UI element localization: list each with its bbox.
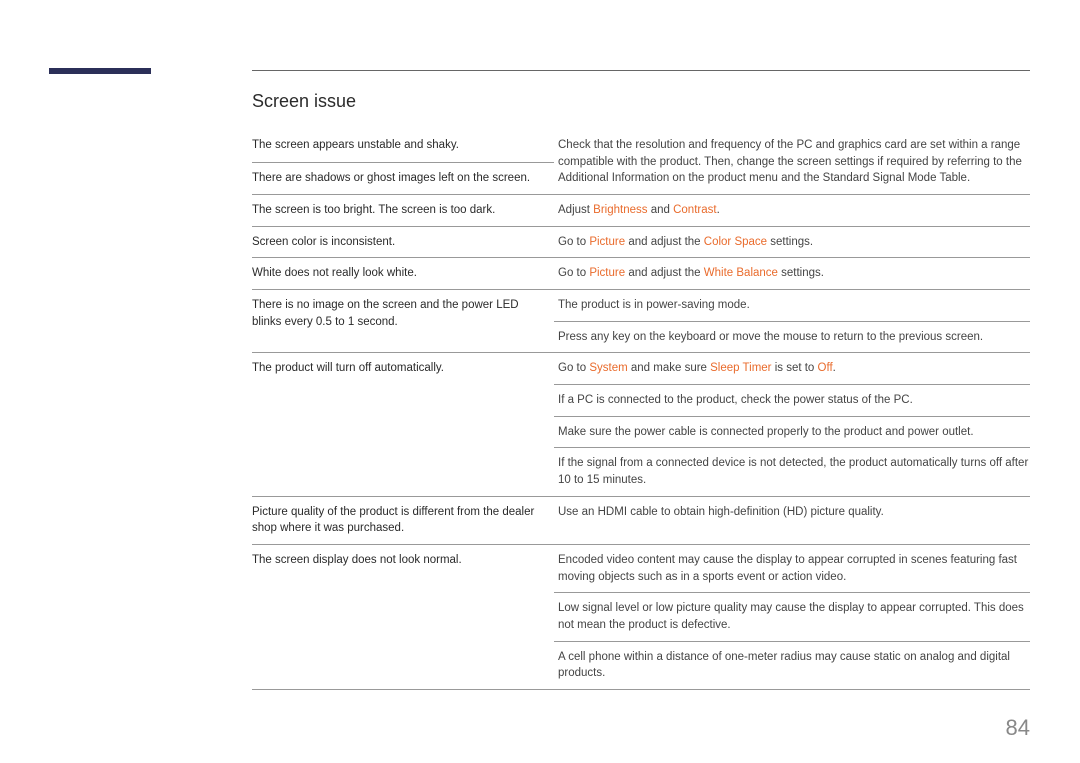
content-area: Screen issue The screen appears unstable… (252, 85, 1030, 690)
table-row: White does not really look white.Go to P… (252, 258, 1030, 290)
solution-cell: Adjust Brightness and Contrast. (554, 195, 1030, 227)
table-row: The screen is too bright. The screen is … (252, 195, 1030, 227)
solution-cell: Go to Picture and adjust the White Balan… (554, 258, 1030, 290)
solution-cell: If a PC is connected to the product, che… (554, 385, 1030, 417)
table-row: The screen appears unstable and shaky.Ch… (252, 130, 1030, 162)
table-row: The product will turn off automatically.… (252, 353, 1030, 385)
side-accent-bar (49, 68, 151, 74)
issue-cell: There is no image on the screen and the … (252, 290, 554, 353)
top-horizontal-rule (252, 70, 1030, 71)
solution-cell: Low signal level or low picture quality … (554, 593, 1030, 641)
issue-cell: The screen display does not look normal. (252, 545, 554, 690)
page-number: 84 (1006, 715, 1030, 741)
solution-cell: Use an HDMI cable to obtain high-definit… (554, 496, 1030, 544)
solution-cell: If the signal from a connected device is… (554, 448, 1030, 496)
solution-cell: The product is in power-saving mode. (554, 290, 1030, 322)
solution-cell: Make sure the power cable is connected p… (554, 416, 1030, 448)
table-row: Picture quality of the product is differ… (252, 496, 1030, 544)
issue-cell: The screen is too bright. The screen is … (252, 195, 554, 227)
issue-cell: White does not really look white. (252, 258, 554, 290)
solution-cell: Go to System and make sure Sleep Timer i… (554, 353, 1030, 385)
table-row: Screen color is inconsistent.Go to Pictu… (252, 226, 1030, 258)
solution-cell: Go to Picture and adjust the Color Space… (554, 226, 1030, 258)
solution-cell: Encoded video content may cause the disp… (554, 545, 1030, 593)
solution-cell: A cell phone within a distance of one-me… (554, 641, 1030, 689)
table-row: The screen display does not look normal.… (252, 545, 1030, 593)
troubleshooting-table: The screen appears unstable and shaky.Ch… (252, 130, 1030, 690)
issue-cell: The product will turn off automatically. (252, 353, 554, 496)
section-title: Screen issue (252, 85, 1030, 112)
issue-cell: Screen color is inconsistent. (252, 226, 554, 258)
issue-cell: The screen appears unstable and shaky. (252, 130, 554, 162)
solution-cell: Check that the resolution and frequency … (554, 130, 1030, 195)
solution-cell: Press any key on the keyboard or move th… (554, 321, 1030, 353)
issue-cell: Picture quality of the product is differ… (252, 496, 554, 544)
table-row: There is no image on the screen and the … (252, 290, 1030, 322)
issue-cell: There are shadows or ghost images left o… (252, 162, 554, 195)
